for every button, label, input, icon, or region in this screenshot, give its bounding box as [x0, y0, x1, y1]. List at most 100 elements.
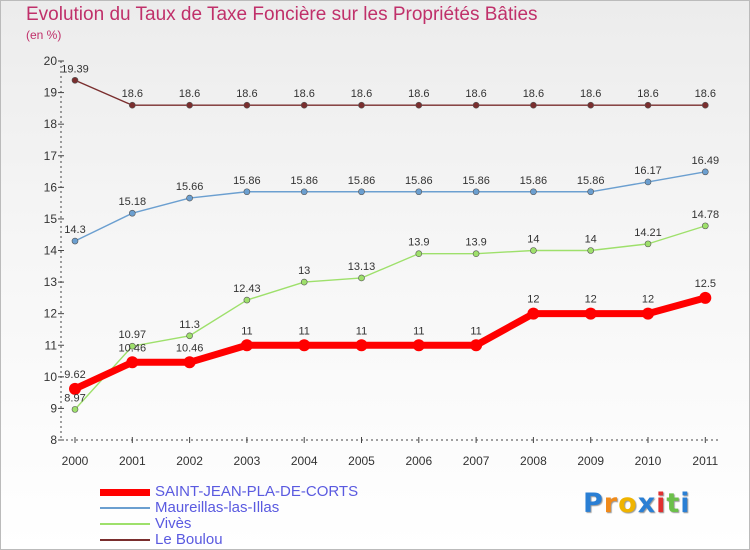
y-tick-label: 14	[44, 244, 58, 258]
x-tick-label: 2010	[635, 454, 662, 468]
series-layer	[69, 76, 712, 413]
y-unit-label: (en %)	[26, 28, 62, 42]
data-label: 18.6	[523, 88, 544, 100]
y-tick-label: 17	[44, 149, 58, 163]
axes: 8 9 10 11 12 13 14 15 16 17 18 19 20 2000 2001 2002 2003…	[44, 54, 720, 468]
data-label: 15.86	[577, 175, 605, 187]
legend-swatch	[100, 507, 150, 509]
series-viv-s	[71, 222, 709, 413]
data-label: 18.6	[637, 88, 658, 100]
chart-title: Evolution du Taux de Taxe Foncière sur l…	[26, 4, 538, 25]
data-point	[642, 307, 654, 320]
data-label: 16.49	[692, 155, 720, 167]
data-label: 12.43	[233, 283, 261, 295]
data-label: 14.78	[692, 209, 720, 221]
y-tick-label: 16	[44, 180, 58, 194]
data-point	[584, 307, 597, 320]
data-label: 8.97	[64, 392, 85, 404]
data-label: 18.6	[351, 88, 372, 100]
data-point	[415, 188, 423, 196]
y-tick-label: 19	[44, 86, 58, 100]
y-tick-label: 13	[44, 275, 58, 289]
data-label: 19.39	[61, 63, 89, 75]
data-point	[358, 188, 365, 196]
data-point	[527, 307, 540, 320]
proxiti-logo: Proxiti	[583, 488, 691, 519]
x-tick-label: 2005	[348, 454, 375, 468]
data-label: 18.6	[179, 88, 200, 100]
logo-letter: t	[666, 488, 681, 519]
data-label: 15.86	[405, 175, 433, 187]
y-tick-label: 20	[44, 54, 58, 68]
data-point	[186, 332, 193, 340]
data-point	[644, 240, 652, 248]
data-label: 15.86	[348, 175, 376, 187]
y-tick-label: 18	[44, 117, 58, 131]
logo-letter: o	[618, 488, 638, 519]
y-tick-label: 15	[44, 212, 58, 226]
data-label: 13.9	[408, 237, 429, 249]
data-label: 15.86	[462, 175, 490, 187]
y-tick-label: 9	[50, 401, 57, 415]
data-point	[470, 339, 483, 352]
data-point	[71, 76, 79, 84]
data-label: 13.13	[348, 261, 376, 273]
data-point	[129, 101, 136, 109]
data-label: 18.6	[465, 88, 486, 100]
data-point	[129, 209, 136, 217]
legend-swatch	[100, 539, 150, 541]
legend-label: SAINT-JEAN-PLA-DE-CORTS	[155, 483, 359, 500]
data-label: 18.6	[408, 88, 429, 100]
data-label: 14.3	[64, 224, 85, 236]
data-point	[587, 247, 595, 254]
series-le-boulou	[71, 76, 709, 109]
data-point	[300, 188, 308, 196]
y-tick-label: 8	[50, 433, 57, 447]
data-point	[472, 250, 480, 257]
data-label: 11	[356, 325, 367, 337]
y-tick-label: 11	[45, 338, 58, 352]
x-tick-label: 2008	[520, 454, 547, 468]
legend-label: Le Boulou	[155, 531, 223, 548]
data-point	[126, 356, 139, 369]
data-label-layer: 19.39 18.6 18.6 18.6 18.6 18.6 18.6 18.6 18.6 18.…	[61, 63, 719, 404]
x-tick-label: 2011	[692, 454, 718, 468]
data-label: 9.62	[64, 369, 85, 381]
logo-letter: i	[680, 488, 691, 519]
data-point	[243, 101, 251, 109]
data-point	[472, 188, 480, 196]
data-label: 10.46	[119, 342, 147, 354]
data-label: 16.17	[634, 165, 662, 177]
data-point	[472, 101, 480, 109]
data-point	[701, 168, 709, 176]
data-label: 18.6	[580, 88, 601, 100]
data-point	[298, 339, 311, 352]
data-point	[358, 274, 365, 282]
series-line	[74, 225, 706, 411]
logo-letter: x	[637, 488, 657, 519]
data-point	[415, 250, 423, 257]
series-saint-jean-pla-de-corts	[69, 291, 712, 395]
data-label: 15.66	[176, 181, 204, 193]
data-label: 15.86	[233, 175, 261, 187]
data-label: 12	[585, 294, 597, 306]
data-point	[186, 194, 193, 202]
data-point	[186, 101, 193, 109]
data-point	[71, 237, 79, 245]
data-point	[358, 101, 365, 109]
data-point	[530, 101, 537, 109]
legend-label: Vivès	[155, 515, 192, 532]
data-label: 18.6	[236, 88, 257, 100]
data-label: 10.97	[119, 329, 147, 341]
series-maureillas-las-illas	[71, 168, 709, 245]
data-label: 15.86	[520, 175, 548, 187]
x-tick-label: 2004	[291, 454, 318, 468]
data-point	[587, 188, 595, 196]
series-line	[74, 171, 706, 242]
data-label: 15.18	[119, 196, 147, 208]
data-point	[129, 342, 136, 350]
data-point	[415, 101, 423, 109]
data-label: 18.6	[122, 88, 143, 100]
